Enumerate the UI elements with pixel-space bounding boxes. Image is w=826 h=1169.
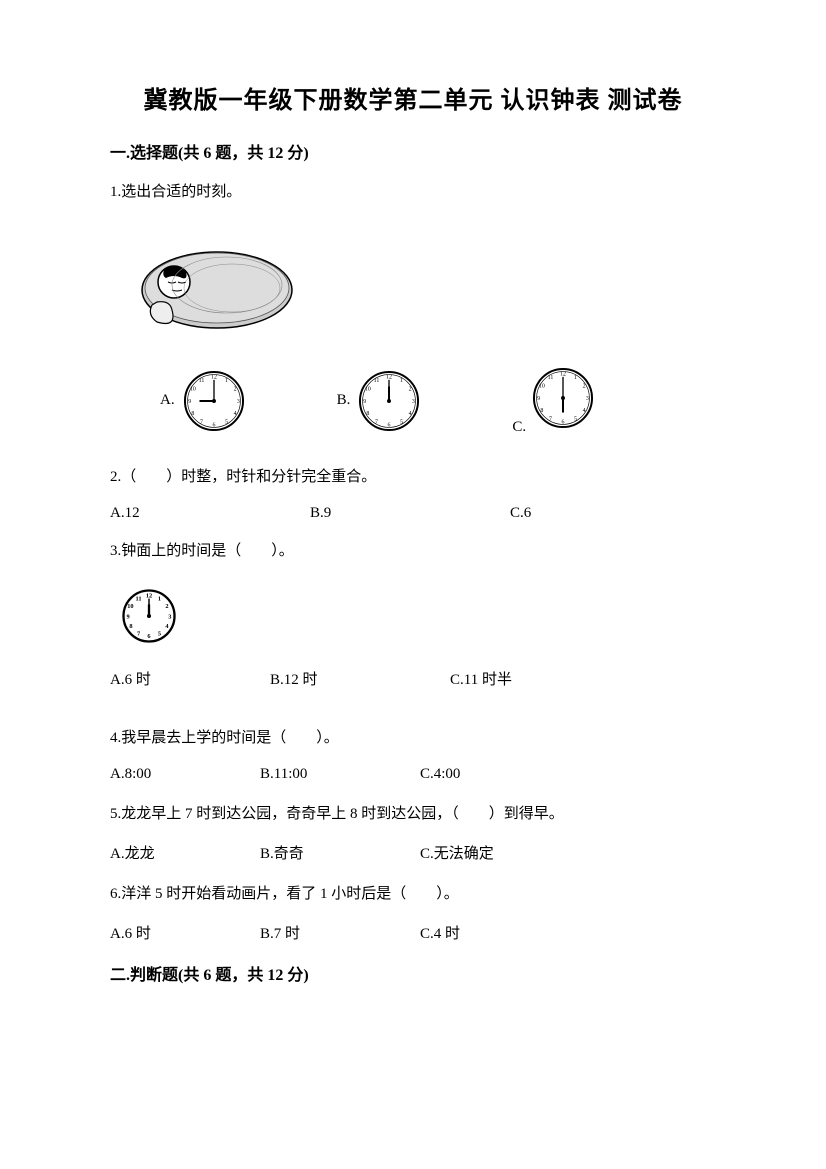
svg-text:6: 6 (388, 422, 391, 428)
svg-text:5: 5 (158, 631, 161, 638)
svg-text:10: 10 (127, 603, 133, 610)
q5-optc: C.无法确定 (420, 842, 580, 863)
svg-text:4: 4 (583, 408, 586, 414)
q4-text: 4.我早晨去上学的时间是（ ）。 (110, 725, 716, 752)
svg-text:11: 11 (548, 375, 554, 381)
q1-text: 1.选出合适的时刻。 (110, 179, 716, 206)
svg-text:2: 2 (583, 383, 586, 389)
q6-opta: A.6 时 (110, 922, 260, 943)
svg-text:5: 5 (400, 419, 403, 425)
svg-text:5: 5 (225, 419, 228, 425)
svg-text:8: 8 (367, 410, 370, 416)
q5-opta: A.龙龙 (110, 842, 260, 863)
svg-text:10: 10 (539, 383, 545, 389)
svg-text:2: 2 (165, 603, 168, 610)
q2-options: A.12 B.9 C.6 (110, 505, 716, 522)
svg-text:8: 8 (191, 410, 194, 416)
q3-optc: C.11 时半 (450, 668, 610, 689)
svg-text:4: 4 (409, 410, 412, 416)
q5-optb: B.奇奇 (260, 842, 420, 863)
svg-text:4: 4 (233, 410, 236, 416)
svg-text:12: 12 (211, 374, 217, 380)
q3-options: A.6 时 B.12 时 C.11 时半 (110, 668, 716, 689)
q1-optb-label: B. (337, 392, 351, 409)
svg-text:1: 1 (400, 377, 403, 383)
svg-text:7: 7 (375, 419, 378, 425)
q4-options: A.8:00 B.11:00 C.4:00 (110, 766, 716, 783)
svg-text:1: 1 (574, 375, 577, 381)
q6-optc: C.4 时 (420, 922, 580, 943)
q2-optc: C.6 (510, 505, 670, 522)
q3-text: 3.钟面上的时间是（ ）。 (110, 538, 716, 565)
svg-text:6: 6 (212, 422, 215, 428)
svg-text:6: 6 (562, 420, 565, 426)
svg-text:12: 12 (386, 374, 392, 380)
q1-option-b: B. 1212 345 678 91011 (337, 368, 423, 434)
section1-header: 一.选择题(共 6 题，共 12 分) (110, 139, 716, 163)
svg-text:9: 9 (127, 613, 130, 620)
svg-text:8: 8 (129, 623, 132, 630)
q5-options: A.龙龙 B.奇奇 C.无法确定 (110, 842, 716, 863)
svg-text:7: 7 (200, 419, 203, 425)
q1-options: A. 1212 345 678 91011 B. 1212 345 678 91… (160, 365, 716, 436)
svg-text:11: 11 (198, 377, 204, 383)
page-title: 冀教版一年级下册数学第二单元 认识钟表 测试卷 (110, 80, 716, 115)
svg-text:10: 10 (190, 386, 196, 392)
q1-option-a: A. 1212 345 678 91011 (160, 368, 247, 434)
q2-text: 2.（ ）时整，时针和分针完全重合。 (110, 464, 716, 491)
svg-text:11: 11 (374, 377, 380, 383)
svg-text:9: 9 (537, 396, 540, 402)
svg-text:3: 3 (586, 396, 589, 402)
svg-text:6: 6 (147, 633, 150, 640)
clock-icon-c: 1212 345 678 91011 (530, 365, 596, 431)
q5-text: 5.龙龙早上 7 时到达公园，奇奇早上 8 时到达公园，（ ）到得早。 (110, 801, 716, 828)
q6-optb: B.7 时 (260, 922, 420, 943)
svg-text:3: 3 (168, 613, 171, 620)
clock-icon-a: 1212 345 678 91011 (181, 368, 247, 434)
svg-text:9: 9 (188, 398, 191, 404)
svg-text:1: 1 (158, 595, 161, 602)
q4-optc: C.4:00 (420, 766, 580, 783)
q6-text: 6.洋洋 5 时开始看动画片，看了 1 小时后是（ ）。 (110, 881, 716, 908)
svg-text:8: 8 (541, 408, 544, 414)
svg-text:10: 10 (365, 386, 371, 392)
svg-text:5: 5 (574, 416, 577, 422)
svg-text:3: 3 (412, 398, 415, 404)
svg-text:11: 11 (136, 595, 142, 602)
q6-options: A.6 时 B.7 时 C.4 时 (110, 922, 716, 943)
q3-optb: B.12 时 (270, 668, 450, 689)
section2-header: 二.判断题(共 6 题，共 12 分) (110, 961, 716, 985)
svg-text:9: 9 (363, 398, 366, 404)
svg-text:7: 7 (549, 416, 552, 422)
sleeping-illustration (122, 230, 302, 340)
svg-text:3: 3 (237, 398, 240, 404)
clock-icon-b: 1212 345 678 91011 (356, 368, 422, 434)
q1-opta-label: A. (160, 392, 175, 409)
svg-text:2: 2 (233, 386, 236, 392)
q4-optb: B.11:00 (260, 766, 420, 783)
q2-opta: A.12 (110, 505, 310, 522)
svg-text:2: 2 (409, 386, 412, 392)
q1-option-c: C. 1212 345 678 91011 (512, 365, 596, 436)
q2-optb: B.9 (310, 505, 510, 522)
svg-text:1: 1 (225, 377, 228, 383)
q3-opta: A.6 时 (110, 668, 270, 689)
svg-text:12: 12 (560, 372, 566, 378)
svg-text:12: 12 (146, 592, 152, 599)
q3-clock-icon: 1212 345 678 91011 (120, 587, 178, 645)
q4-opta: A.8:00 (110, 766, 260, 783)
q1-optc-label: C. (512, 419, 526, 435)
